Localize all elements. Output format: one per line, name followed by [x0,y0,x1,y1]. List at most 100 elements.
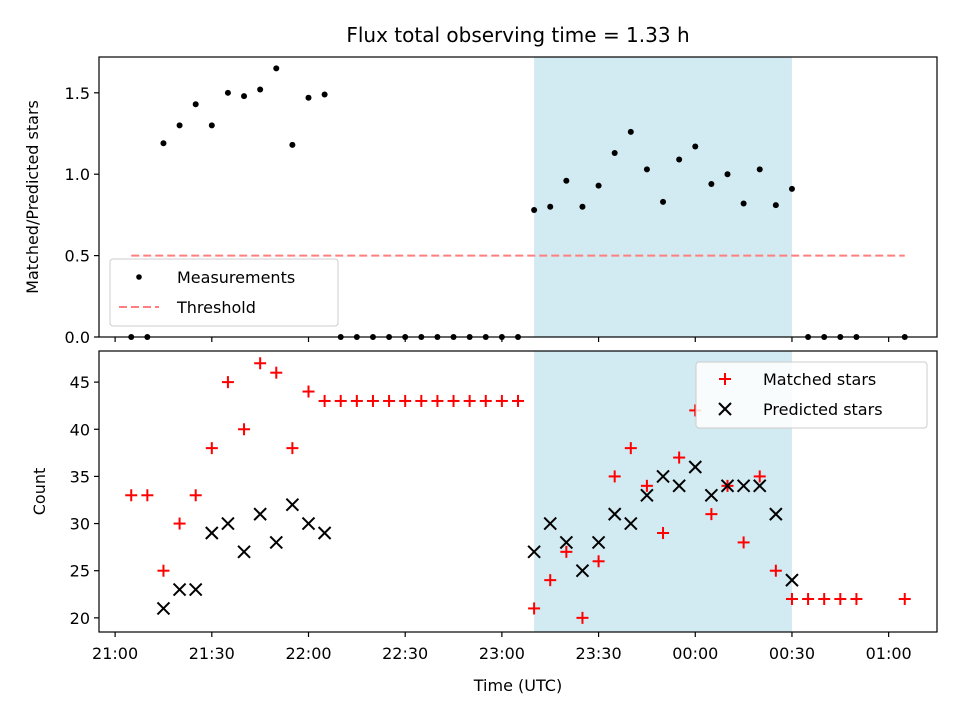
predicted-star-point [720,479,735,493]
x-tick-label: 21:00 [92,644,138,663]
matched-star-point [383,394,396,407]
matched-star-point [705,508,718,521]
matched-star-point [270,366,283,379]
matched-star-point [318,394,331,407]
bottom-y-ticks: 20 25 30 35 40 45 [70,373,99,628]
x-tick-label: 22:00 [285,644,331,663]
y-tick-label: 20 [70,609,90,628]
matched-stars-points [125,357,911,624]
predicted-star-point [591,535,606,550]
predicted-star-point [237,545,251,559]
predicted-star-point [285,497,300,512]
measurement-point [224,89,231,96]
measurement-point [547,203,554,210]
predicted-star-point [785,573,799,587]
matched-star-point [479,394,492,407]
matched-star-point [157,564,170,577]
predicted-star-point [704,488,719,502]
predicted-star-point [269,535,283,550]
matched-star-point [624,442,637,455]
measurement-point [724,171,731,178]
matched-star-point [334,394,347,407]
matched-star-point [447,394,460,407]
measurement-point [708,180,715,187]
y-tick-label: 45 [70,373,90,392]
measurement-point [756,166,763,173]
legend-threshold-label: Threshold [176,298,256,317]
y-tick-label: 1.5 [65,84,90,103]
matched-star-point [785,592,798,605]
measurement-point [579,203,586,210]
measurement-point [305,94,312,101]
matched-star-point [640,479,653,492]
matched-star-point [495,394,508,407]
matched-star-point [657,526,670,539]
matched-star-point [544,574,557,587]
legend-predicted-label: Predicted stars [763,400,883,419]
matched-star-point [528,602,541,615]
y-tick-label: 30 [70,515,90,534]
measurement-point [692,143,699,150]
predicted-star-point [769,507,783,521]
matched-star-point [189,489,202,502]
legend-measurements-label: Measurements [177,268,295,287]
matched-star-point [399,394,412,407]
measurement-point [176,122,183,129]
measurement-point [321,91,328,98]
measurement-point [627,128,634,135]
x-tick-label: 23:00 [479,644,525,663]
predicted-star-point [575,564,590,578]
matched-star-point [898,592,911,605]
bottom-axes-frame [98,350,938,633]
measurement-point [611,150,618,157]
measurement-point [595,182,602,189]
top-shaded-region [534,57,792,337]
measurement-point [643,166,650,173]
matched-star-point [818,592,831,605]
measurement-point [160,140,167,147]
matched-star-point [512,394,524,407]
measurement-point [257,86,264,93]
matched-star-point [673,451,686,464]
matched-star-point [141,489,154,502]
matched-star-point [366,394,379,407]
matched-star-point [463,394,476,407]
matched-star-point [286,442,299,455]
bottom-x-ticks: 21:00 21:30 22:00 22:30 23:00 23:30 00:00 00:30… [92,632,912,663]
bottom-legend: Matched stars Predicted stars [695,361,928,429]
predicted-star-point [736,479,751,493]
matched-star-point [608,470,621,483]
matched-star-point [753,470,766,483]
y-tick-label: 1.0 [65,165,90,184]
measurement-point [192,101,199,108]
predicted-star-point [543,516,557,531]
predicted-star-point [172,582,187,597]
matched-star-point [769,564,782,577]
matched-star-point [205,442,218,455]
y-tick-label: 0.0 [65,328,90,347]
measurement-point [241,93,248,100]
measurement-point [676,156,683,163]
matched-star-point [302,385,315,398]
predicted-star-point [205,526,219,540]
top-panel: 0.0 0.5 1.0 1.5 Matched/Predicted stars Mea… [23,56,938,347]
measurement-point [788,185,795,192]
matched-star-point [737,536,750,549]
bottom-legend-box [695,361,928,429]
predicted-star-point [156,601,171,616]
measurement-point [660,198,667,205]
legend-predicted-marker [718,402,732,416]
predicted-star-point [301,516,316,531]
matched-star-point [173,517,186,530]
matched-star-point [431,394,444,407]
y-tick-label: 35 [70,467,90,486]
measurement-point [208,122,215,129]
predicted-star-point [640,488,654,502]
bottom-panel: 20 25 30 35 40 45 21:00 21:30 22:00 22:30 23:00 23… [30,350,938,695]
x-tick-label: 00:30 [769,644,815,663]
matched-star-point [850,592,863,605]
predicted-star-point [559,535,574,550]
top-y-ticks: 0.0 0.5 1.0 1.5 [65,84,99,347]
matched-star-point [560,545,573,558]
